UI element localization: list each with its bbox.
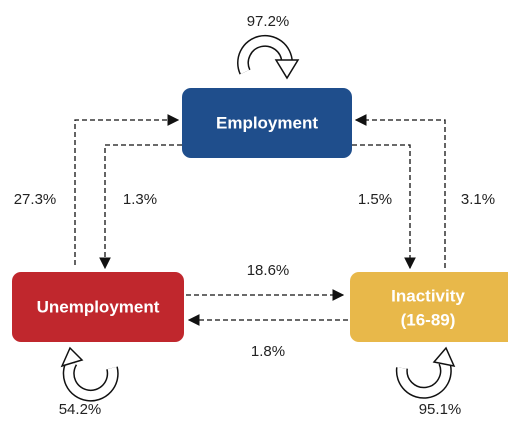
- edge-label: 95.1%: [419, 401, 462, 418]
- edge-label: 1.5%: [358, 191, 392, 208]
- node-box: [12, 272, 184, 342]
- edge-label: 18.6%: [247, 262, 290, 279]
- node-label: (16-89): [401, 310, 456, 329]
- edge-label: 97.2%: [247, 13, 290, 30]
- arrow: [99, 144, 182, 270]
- loop-arrow: [237, 34, 300, 80]
- node-box: [182, 88, 352, 158]
- edge-label: 27.3%: [14, 191, 57, 208]
- arrow: [352, 144, 416, 270]
- loop-arrow: [395, 346, 456, 399]
- node-label: Employment: [216, 113, 318, 132]
- edge-label: 1.8%: [251, 343, 285, 360]
- node-label: Unemployment: [37, 297, 160, 316]
- edge-label: 1.3%: [123, 191, 157, 208]
- arrow: [74, 114, 180, 265]
- edge-label: 54.2%: [59, 401, 102, 418]
- node-label: Inactivity: [391, 286, 465, 305]
- edge-label: 3.1%: [461, 191, 495, 208]
- node-box: [350, 272, 508, 342]
- loop-arrow: [60, 346, 119, 402]
- arrow: [354, 114, 446, 268]
